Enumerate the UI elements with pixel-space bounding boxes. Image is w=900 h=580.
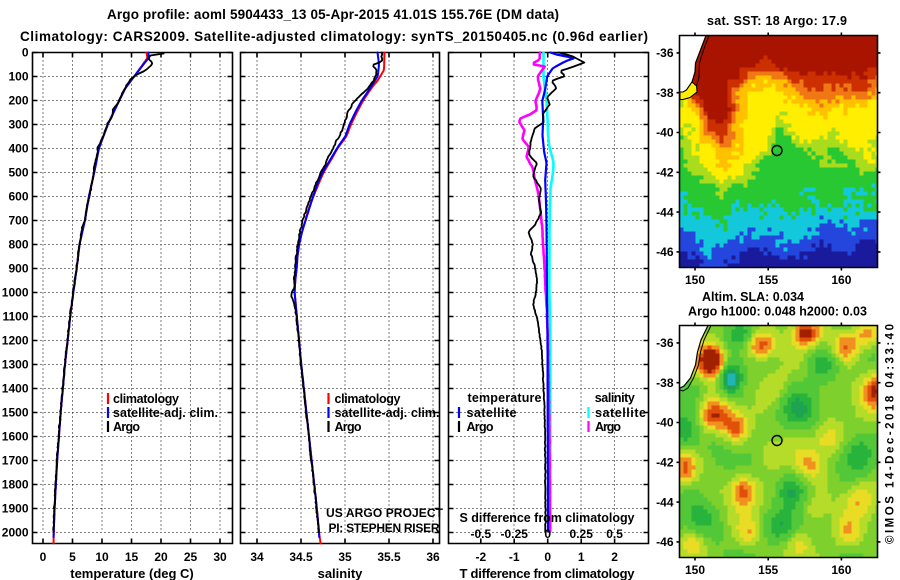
svg-text:PI: STEPHEN RISER: PI: STEPHEN RISER: [329, 521, 440, 535]
svg-text:-40: -40: [656, 416, 674, 430]
svg-text:155: 155: [758, 563, 778, 577]
svg-text:Argo: Argo: [335, 420, 362, 434]
svg-text:1600: 1600: [2, 430, 29, 444]
svg-text:0.25: 0.25: [570, 527, 594, 541]
svg-text:-38: -38: [656, 86, 674, 100]
svg-text:15: 15: [125, 550, 139, 564]
svg-text:1500: 1500: [2, 406, 29, 420]
svg-text:-0.5: -0.5: [470, 527, 491, 541]
svg-text:1800: 1800: [2, 478, 29, 492]
svg-text:-44: -44: [656, 495, 674, 509]
svg-text:1400: 1400: [2, 382, 29, 396]
svg-text:500: 500: [8, 166, 28, 180]
svg-text:Climatology: CARS2009. Satelli: Climatology: CARS2009. Satellite-adjuste…: [20, 29, 648, 44]
svg-text:-36: -36: [656, 336, 674, 350]
svg-text:1200: 1200: [2, 334, 29, 348]
svg-text:700: 700: [8, 214, 28, 228]
svg-text:Altim. SLA: 0.034: Altim. SLA: 0.034: [702, 290, 804, 304]
svg-text:160: 160: [831, 273, 851, 287]
svg-text:600: 600: [8, 190, 28, 204]
svg-text:climatology: climatology: [335, 392, 401, 406]
svg-text:150: 150: [685, 563, 705, 577]
svg-text:satellite: satellite: [595, 406, 646, 420]
svg-text:200: 200: [8, 94, 28, 108]
svg-text:20: 20: [154, 550, 168, 564]
svg-text:35: 35: [338, 550, 352, 564]
svg-text:Argo: Argo: [113, 420, 140, 434]
svg-text:0.5: 0.5: [606, 527, 623, 541]
svg-text:-2: -2: [475, 550, 486, 564]
svg-text:800: 800: [8, 238, 28, 252]
svg-text:0: 0: [40, 550, 47, 564]
svg-text:-1: -1: [509, 550, 520, 564]
svg-text:Argo profile: aoml 5904433_13: Argo profile: aoml 5904433_13 05-Apr-201…: [107, 7, 559, 22]
svg-text:1700: 1700: [2, 454, 29, 468]
svg-text:1300: 1300: [2, 358, 29, 372]
svg-text:30: 30: [213, 550, 227, 564]
svg-text:-44: -44: [656, 205, 674, 219]
svg-text:34.5: 34.5: [289, 550, 313, 564]
svg-text:400: 400: [8, 142, 28, 156]
svg-text:salinity: salinity: [318, 566, 364, 580]
svg-text:0: 0: [22, 46, 29, 60]
svg-text:34: 34: [250, 550, 264, 564]
svg-text:T difference from climatology: T difference from climatology: [460, 566, 636, 580]
svg-text:temperature: temperature: [468, 391, 542, 405]
svg-text:160: 160: [831, 563, 851, 577]
svg-text:0: 0: [544, 550, 551, 564]
svg-text:2000: 2000: [2, 526, 29, 540]
svg-text:2: 2: [611, 550, 618, 564]
svg-text:1: 1: [578, 550, 585, 564]
svg-text:Argo h1000: 0.048 h2000: 0.03: Argo h1000: 0.048 h2000: 0.03: [688, 305, 867, 319]
svg-text:satellite: satellite: [467, 406, 517, 420]
svg-text:Argo: Argo: [595, 420, 621, 434]
svg-text:10: 10: [95, 550, 109, 564]
svg-text:Argo: Argo: [467, 420, 494, 434]
svg-text:climatology: climatology: [113, 392, 179, 406]
svg-text:-40: -40: [656, 126, 674, 140]
svg-text:-46: -46: [656, 245, 674, 259]
svg-text:S difference from climatology: S difference from climatology: [460, 511, 635, 525]
svg-text:-42: -42: [656, 166, 674, 180]
svg-text:US ARGO PROJECT: US ARGO PROJECT: [326, 506, 444, 520]
svg-text:1100: 1100: [2, 310, 28, 324]
svg-text:155: 155: [758, 273, 778, 287]
svg-text:-42: -42: [656, 456, 674, 470]
svg-text:salinity: salinity: [595, 391, 635, 405]
svg-text:100: 100: [8, 70, 28, 84]
svg-text:5: 5: [69, 550, 76, 564]
svg-text:-0.25: -0.25: [501, 527, 529, 541]
svg-text:sat. SST: 18 Argo: 17.9: sat. SST: 18 Argo: 17.9: [707, 14, 847, 28]
svg-text:36: 36: [426, 550, 440, 564]
svg-text:satellite-adj. clim.: satellite-adj. clim.: [335, 406, 440, 420]
svg-text:-46: -46: [656, 535, 674, 549]
svg-text:-36: -36: [656, 46, 674, 60]
svg-text:1900: 1900: [2, 502, 29, 516]
svg-text:35.5: 35.5: [377, 550, 401, 564]
svg-text:-38: -38: [656, 376, 674, 390]
svg-text:150: 150: [685, 273, 705, 287]
svg-text:1000: 1000: [2, 286, 29, 300]
svg-text:25: 25: [184, 550, 198, 564]
svg-text:satellite-adj. clim.: satellite-adj. clim.: [113, 406, 218, 420]
svg-text:0: 0: [544, 527, 551, 541]
svg-text:900: 900: [8, 262, 28, 276]
svg-text:temperature (deg C): temperature (deg C): [70, 566, 194, 580]
svg-text:300: 300: [8, 118, 28, 132]
